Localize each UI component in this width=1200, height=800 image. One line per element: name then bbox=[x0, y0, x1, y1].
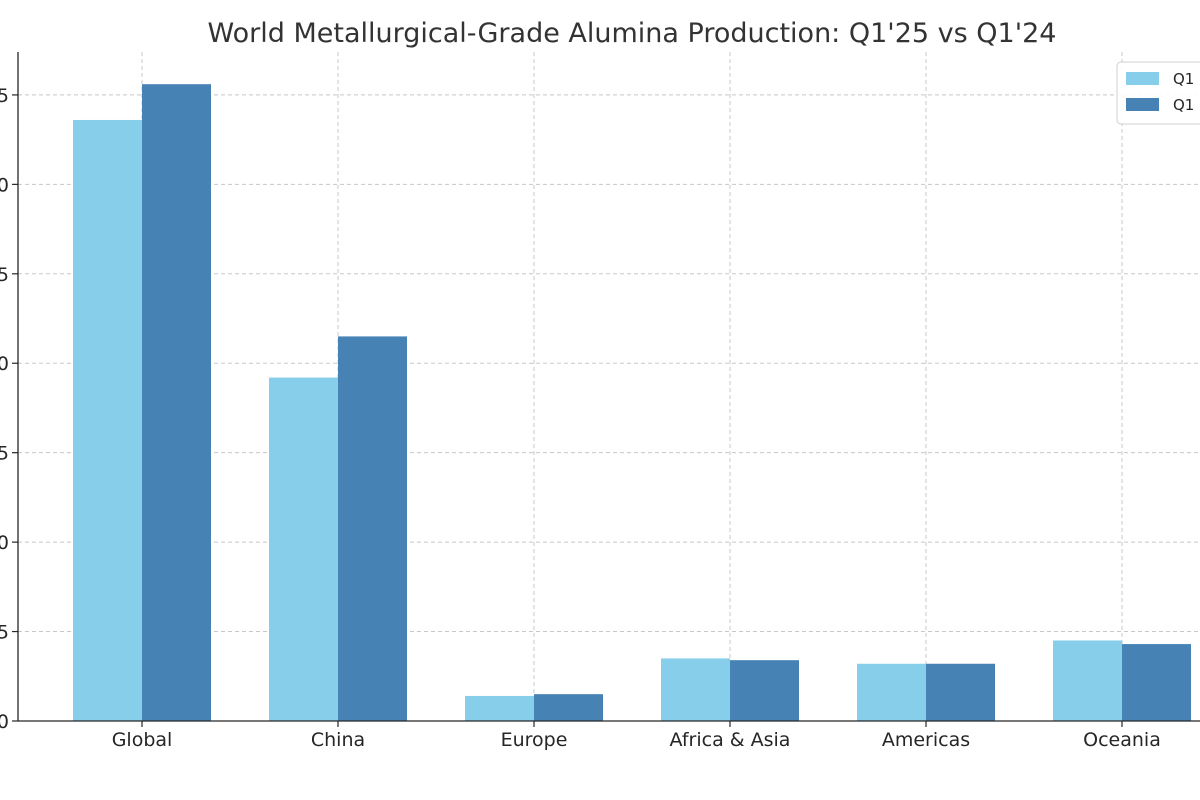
bar-americas-series-2 bbox=[926, 663, 995, 721]
x-tick-label: China bbox=[311, 729, 365, 751]
x-tick-label: Global bbox=[112, 729, 173, 751]
bar-europe-series-2 bbox=[534, 694, 603, 721]
bar-global-series-1 bbox=[73, 119, 142, 721]
y-tick-label: 0 bbox=[0, 174, 9, 196]
y-tick-label: 5 bbox=[0, 622, 9, 644]
x-tick-label: Europe bbox=[501, 729, 568, 751]
y-tick-label: 5 bbox=[0, 443, 9, 465]
bar-africa-asia-series-1 bbox=[661, 658, 730, 721]
y-tick-label: 5 bbox=[0, 264, 9, 286]
grid-lines bbox=[18, 52, 1200, 721]
bar-china-series-1 bbox=[269, 377, 338, 721]
y-axis-ticks: 0 5 0 5 0 5 0 5 bbox=[0, 85, 18, 733]
y-tick-label: 0 bbox=[0, 532, 9, 554]
bar-europe-series-1 bbox=[465, 695, 534, 721]
bar-china-series-2 bbox=[338, 336, 407, 721]
chart-title: World Metallurgical-Grade Alumina Produc… bbox=[208, 18, 1057, 49]
axes bbox=[17, 52, 1200, 722]
bar-oceania-series-2 bbox=[1122, 644, 1191, 721]
legend-swatch bbox=[1126, 72, 1159, 85]
bar-global-series-2 bbox=[142, 84, 211, 721]
bar-oceania-series-1 bbox=[1053, 640, 1122, 721]
x-axis-ticks: Global China Europe Africa & Asia Americas Oc… bbox=[112, 721, 1161, 751]
y-tick-label: 0 bbox=[0, 711, 9, 733]
x-tick-label: Americas bbox=[882, 729, 970, 751]
y-tick-label: 5 bbox=[0, 85, 9, 107]
x-tick-label: Oceania bbox=[1083, 729, 1161, 751]
legend-label: Q1 bbox=[1173, 96, 1194, 114]
bars bbox=[73, 84, 1191, 721]
y-tick-label: 0 bbox=[0, 353, 9, 375]
bar-americas-series-1 bbox=[857, 663, 926, 721]
x-tick-label: Africa & Asia bbox=[670, 729, 791, 751]
bar-africa-asia-series-2 bbox=[730, 660, 799, 721]
legend-swatch bbox=[1126, 98, 1159, 111]
legend-label: Q1 bbox=[1173, 70, 1194, 88]
